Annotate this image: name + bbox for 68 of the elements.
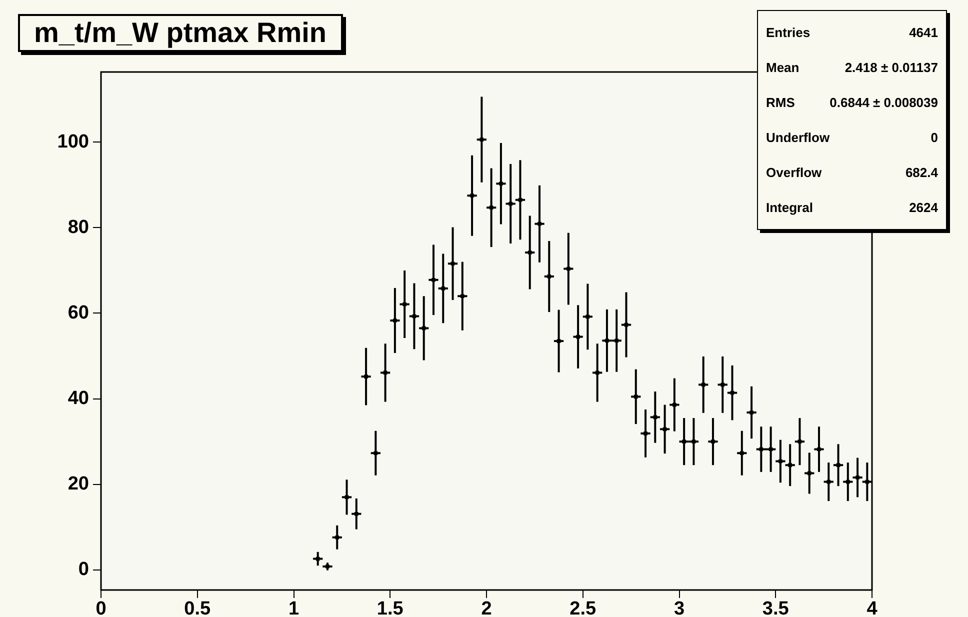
point [316,556,320,561]
point [740,451,744,456]
point [836,463,840,468]
y-tick-label: 0 [78,559,89,580]
x-tick-label: 3 [674,598,685,617]
y-tick-label: 80 [68,216,89,238]
point [605,338,609,343]
point [518,198,522,202]
y-tick-label: 100 [57,131,89,152]
point [788,463,792,468]
point [460,294,464,298]
point [422,326,426,330]
point [508,202,513,206]
point [826,480,831,484]
x-tick-label: 3.5 [762,598,790,617]
x-tick-label: 0 [96,598,106,617]
text: Overflow 682.4 [766,165,938,180]
point [499,182,503,186]
point [402,302,406,306]
text: Underflow 0 [766,130,938,145]
point [566,266,570,271]
point [614,338,619,343]
x-tick-label: 2 [481,598,492,617]
point [441,286,446,290]
point [374,451,378,456]
x-tick-label: 2.5 [570,598,597,617]
point [450,262,455,266]
point [720,382,725,387]
point [778,459,782,464]
point [634,394,638,399]
y-tick-label: 20 [68,474,89,495]
point [653,415,658,420]
point [547,274,552,278]
chart-title: m_t/m_W ptmax Rmin [18,14,342,52]
point [393,318,397,322]
x-tick-label: 4 [866,598,878,617]
point [644,432,648,436]
point [470,194,474,198]
point [807,471,812,476]
point [846,480,850,484]
y-tick-label: 60 [68,302,89,324]
point [798,440,802,444]
point [711,440,715,444]
point [528,250,532,254]
point [354,512,358,516]
x-tick-label: 1 [288,598,300,617]
point [817,447,821,452]
text: RMS 0.6844 ± 0.008039 [766,95,938,110]
point [335,535,340,540]
point [432,278,436,282]
x-tick-label: 1.5 [376,598,404,617]
x-tick-label: 0.5 [184,598,212,617]
point [538,222,542,226]
point [701,382,706,387]
point [364,374,368,378]
point [856,476,860,480]
text: Mean 2.418 ± 0.01137 [766,60,938,75]
y-tick-label: 40 [68,388,89,410]
point [489,206,494,210]
text: Entries 4641 [766,25,938,40]
point [672,402,676,407]
point [556,339,561,343]
point [480,138,484,142]
text: Integral 2624 [766,200,938,215]
point [682,440,686,444]
point [576,334,580,339]
point [692,440,696,444]
point [750,410,754,414]
